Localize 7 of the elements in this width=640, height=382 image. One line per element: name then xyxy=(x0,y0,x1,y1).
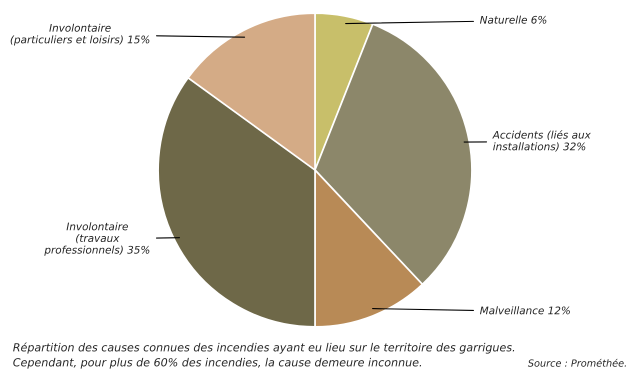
text: Répartition des causes connues des incendies ayant eu lieu sur le territoire des garrigues. Cependant, pour plus de 60% des incendies, la cause demeure inconnue. xyxy=(13,342,514,369)
slice-label: Naturelle 6% xyxy=(480,16,546,24)
source-note: Source : Prométhée. xyxy=(528,358,626,367)
slice-label: Accidents (liés aux installations) 32% xyxy=(492,130,591,152)
slice-label: Involontaire (particuliers et loisirs) 15% xyxy=(10,24,150,46)
slice-label: Involontaire (travaux professionnels) 35% xyxy=(44,222,150,256)
slice-label: Malveillance 12% xyxy=(480,306,570,314)
